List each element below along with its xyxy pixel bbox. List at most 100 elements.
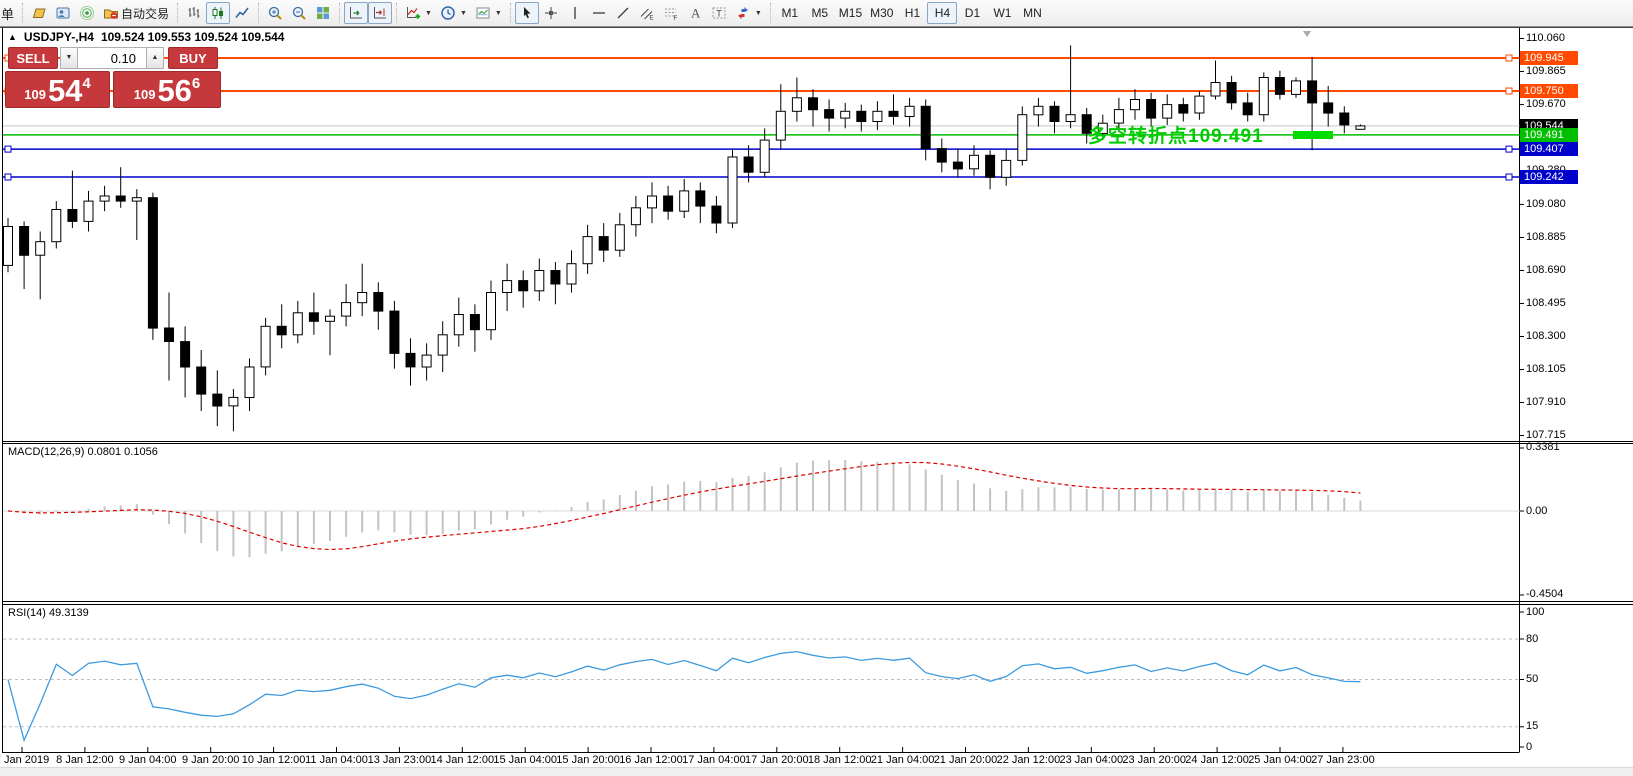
zoom-out-icon[interactable] bbox=[287, 2, 311, 24]
volume-increase-button[interactable]: ▲ bbox=[146, 47, 164, 69]
button-label: MN bbox=[1023, 6, 1042, 20]
price-tick-label: 109.670 bbox=[1526, 98, 1566, 111]
price-tick-label: 109.080 bbox=[1526, 197, 1566, 210]
text-icon[interactable]: A bbox=[683, 2, 707, 24]
toolbar-grip bbox=[22, 3, 24, 23]
buy-button[interactable]: BUY bbox=[168, 47, 218, 69]
svg-text:F: F bbox=[673, 16, 677, 21]
tf-w1[interactable]: W1 bbox=[987, 2, 1017, 24]
bottom-strip bbox=[0, 767, 1633, 776]
rsi-tick-label: 50 bbox=[1526, 673, 1539, 685]
collapse-icon[interactable]: ▲ bbox=[8, 32, 17, 42]
dropdown-caret-icon: ▼ bbox=[494, 9, 502, 17]
time-tick-label: 17 Jan 20:00 bbox=[744, 754, 809, 766]
volume-decrease-button[interactable]: ▼ bbox=[60, 47, 78, 69]
trendline-icon[interactable] bbox=[611, 2, 635, 24]
rsi-tick-label: 0 bbox=[1526, 740, 1533, 753]
signals-icon[interactable] bbox=[75, 2, 99, 24]
toolbar-groups: 自动交易 ▼ ▼ ▼ E F A T ▼ M1 M5 M15 M30 H1 H4 D1 W1 MN bbox=[18, 2, 1047, 24]
button-label: M15 bbox=[838, 6, 863, 20]
candlestick-chart-icon[interactable] bbox=[206, 2, 231, 24]
rsi-label: RSI(14) 49.3139 bbox=[8, 607, 89, 619]
price-tick-label: 108.690 bbox=[1526, 263, 1566, 276]
time-tick-label: 15 Jan 04:00 bbox=[493, 754, 557, 766]
line-chart-icon[interactable] bbox=[230, 2, 254, 24]
tf-m1[interactable]: M1 bbox=[775, 2, 805, 24]
symbol-period: USDJPY-,H4 bbox=[23, 30, 94, 44]
new-order-label[interactable]: 单 bbox=[1, 6, 15, 22]
time-tick-label: 14 Jan 12:00 bbox=[430, 754, 495, 766]
cursor-icon[interactable] bbox=[514, 2, 539, 24]
time-tick-label: 22 Jan 12:00 bbox=[996, 754, 1061, 766]
bar-chart-icon[interactable] bbox=[182, 2, 206, 24]
svg-text:T: T bbox=[716, 9, 722, 19]
sell-price-big: 54 bbox=[47, 73, 83, 108]
chart-shift-icon[interactable] bbox=[368, 2, 393, 24]
dropdown-caret-icon: ▼ bbox=[425, 9, 432, 17]
dropdown-caret-icon: ▼ bbox=[459, 9, 467, 17]
button-label: W1 bbox=[993, 6, 1012, 20]
channel-icon[interactable]: E bbox=[635, 2, 659, 24]
annotation-text[interactable]: 多空转折点109.491 bbox=[1088, 126, 1264, 147]
tf-m30[interactable]: M30 bbox=[866, 2, 897, 24]
candles[interactable] bbox=[3, 45, 1366, 432]
crosshair-icon[interactable] bbox=[539, 2, 563, 24]
buy-price-prefix: 109 bbox=[133, 87, 156, 102]
indicators-icon[interactable]: ▼ bbox=[401, 2, 436, 24]
periods-icon[interactable]: ▼ bbox=[436, 2, 471, 24]
price-tick-label: 108.495 bbox=[1526, 296, 1566, 309]
dropdown-caret-icon: ▼ bbox=[754, 9, 762, 17]
tf-h4[interactable]: H4 bbox=[927, 2, 958, 24]
toolbar-grip bbox=[258, 3, 260, 23]
fibonacci-icon[interactable]: F bbox=[659, 2, 683, 24]
sell-button[interactable]: SELL bbox=[8, 47, 58, 69]
tf-m5[interactable]: M5 bbox=[805, 2, 835, 24]
horizontal-line-icon[interactable] bbox=[587, 2, 611, 24]
annotation-marker[interactable] bbox=[1293, 131, 1333, 139]
price-badge: 109.407 bbox=[1520, 142, 1578, 157]
data-window-icon[interactable] bbox=[51, 2, 75, 24]
charts-profile-icon[interactable] bbox=[27, 2, 51, 24]
up-arrow-icon: ▲ bbox=[151, 54, 159, 61]
rsi-tick-label: 100 bbox=[1526, 605, 1545, 618]
time-tick-label: 23 Jan 04:00 bbox=[1059, 754, 1124, 766]
macd-tick-label: -0.4504 bbox=[1526, 588, 1564, 601]
macd-signal-line bbox=[7, 461, 1361, 551]
auto-trading-icon[interactable]: 自动交易 bbox=[99, 2, 173, 24]
arrows-icon[interactable]: ▼ bbox=[731, 2, 766, 24]
time-tick-label: 9 Jan 20:00 bbox=[181, 754, 240, 766]
button-label: M30 bbox=[870, 6, 894, 20]
tile-windows-icon[interactable] bbox=[311, 2, 335, 24]
sell-price-sup: 4 bbox=[82, 75, 91, 92]
time-tick-label: 21 Jan 20:00 bbox=[933, 754, 998, 766]
time-tick-label: 8 Jan 12:00 bbox=[56, 754, 114, 766]
tf-mn[interactable]: MN bbox=[1017, 2, 1047, 24]
templates-icon[interactable]: ▼ bbox=[471, 2, 506, 24]
price-badge: 109.242 bbox=[1520, 170, 1578, 185]
buy-price-display[interactable]: 109 56 6 bbox=[113, 71, 221, 108]
time-tick-label: 11 Jan 04:00 bbox=[305, 754, 368, 766]
rsi-line bbox=[7, 650, 1361, 743]
tf-h1[interactable]: H1 bbox=[897, 2, 927, 24]
text-label-icon[interactable]: T bbox=[707, 2, 731, 24]
zoom-in-icon[interactable] bbox=[263, 2, 287, 24]
auto-scroll-icon[interactable] bbox=[344, 2, 369, 24]
volume-input[interactable] bbox=[77, 47, 147, 69]
rsi-tick-label: 80 bbox=[1526, 632, 1539, 645]
rsi-tick-label: 15 bbox=[1526, 720, 1539, 733]
time-tick-label: 17 Jan 04:00 bbox=[682, 754, 746, 766]
time-tick-label: 16 Jan 12:00 bbox=[619, 754, 683, 766]
time-tick-label: 10 Jan 12:00 bbox=[241, 754, 306, 766]
price-tick-label: 108.885 bbox=[1526, 230, 1566, 243]
chart-title: ▲ USDJPY-,H4 109.524 109.553 109.524 109… bbox=[8, 30, 284, 44]
down-arrow-icon: ▼ bbox=[65, 54, 73, 61]
sell-price-display[interactable]: 109 54 4 bbox=[5, 71, 110, 108]
tf-m15[interactable]: M15 bbox=[835, 2, 866, 24]
price-tick-label: 108.105 bbox=[1526, 363, 1566, 375]
time-tick-label: 25 Jan 04:00 bbox=[1248, 754, 1312, 766]
vertical-line-icon[interactable] bbox=[563, 2, 587, 24]
price-tick-label: 107.910 bbox=[1526, 396, 1566, 409]
tf-d1[interactable]: D1 bbox=[957, 2, 987, 24]
